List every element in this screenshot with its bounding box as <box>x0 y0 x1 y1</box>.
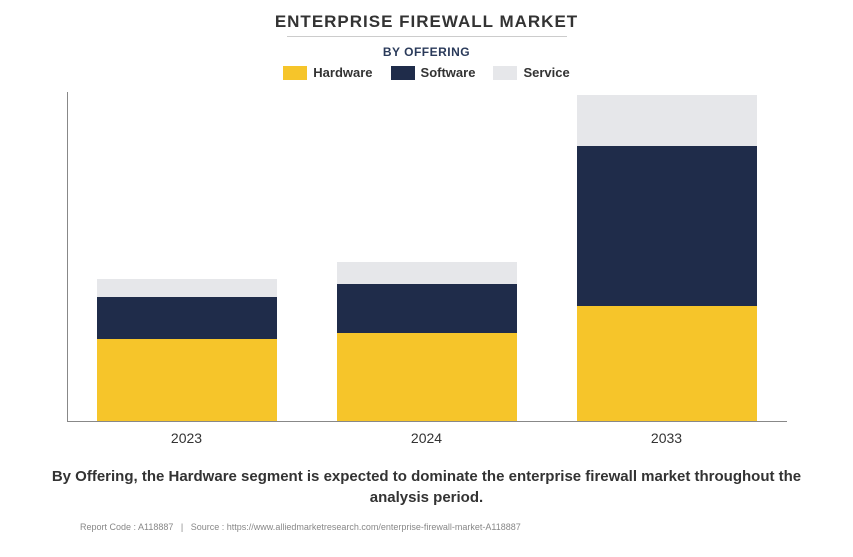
legend-label-software: Software <box>421 65 476 80</box>
x-label-2024: 2024 <box>337 430 517 446</box>
report-code: A118887 <box>138 522 173 532</box>
source-label: Source : <box>191 522 227 532</box>
x-label-2023: 2023 <box>97 430 277 446</box>
legend-item-service: Service <box>493 65 569 80</box>
bar-segment-service-2033 <box>577 95 757 146</box>
bar-group-2024 <box>337 262 517 422</box>
bar-segment-software-2024 <box>337 284 517 334</box>
bar-segment-hardware-2033 <box>577 306 757 422</box>
chart-subtitle: BY OFFERING <box>383 45 470 59</box>
chart-plot-area <box>67 92 787 422</box>
source-url: https://www.alliedmarketresearch.com/ent… <box>227 522 521 532</box>
title-underline <box>287 36 567 37</box>
bar-segment-software-2033 <box>577 146 757 306</box>
bar-group-2033 <box>577 95 757 421</box>
legend-item-hardware: Hardware <box>283 65 372 80</box>
legend-swatch-hardware <box>283 66 307 80</box>
bar-segment-hardware-2023 <box>97 339 277 422</box>
legend-swatch-software <box>391 66 415 80</box>
legend-label-service: Service <box>523 65 569 80</box>
bar-segment-service-2024 <box>337 262 517 284</box>
legend-item-software: Software <box>391 65 476 80</box>
bar-segment-software-2023 <box>97 297 277 339</box>
chart-title: ENTERPRISE FIREWALL MARKET <box>275 12 578 32</box>
report-code-label: Report Code : <box>80 522 138 532</box>
chart-footer: Report Code : A118887 | Source : https:/… <box>20 522 833 532</box>
x-label-2033: 2033 <box>577 430 757 446</box>
legend-swatch-service <box>493 66 517 80</box>
bar-segment-hardware-2024 <box>337 333 517 421</box>
legend-label-hardware: Hardware <box>313 65 372 80</box>
bar-segment-service-2023 <box>97 279 277 297</box>
bar-group-2023 <box>97 279 277 421</box>
x-axis-labels: 2023 2024 2033 <box>67 430 787 446</box>
legend: Hardware Software Service <box>283 65 569 80</box>
chart-caption: By Offering, the Hardware segment is exp… <box>47 466 807 508</box>
bars-container <box>68 92 787 421</box>
